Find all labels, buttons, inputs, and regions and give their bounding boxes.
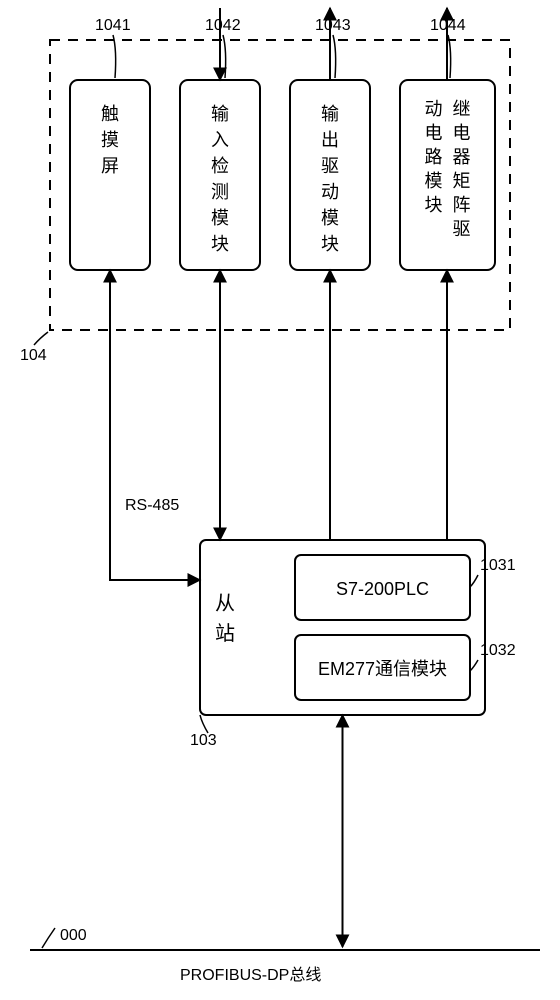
svg-text:摸: 摸 [101, 130, 119, 150]
svg-text:1032: 1032 [480, 642, 516, 659]
svg-text:000: 000 [60, 927, 87, 944]
svg-text:模: 模 [211, 208, 229, 228]
svg-text:检: 检 [211, 156, 229, 176]
svg-text:出: 出 [321, 130, 339, 150]
svg-text:块: 块 [425, 195, 443, 215]
svg-text:1043: 1043 [315, 17, 351, 34]
svg-text:EM277通信模块: EM277通信模块 [318, 659, 447, 679]
svg-text:测: 测 [211, 182, 229, 202]
svg-text:站: 站 [215, 622, 235, 645]
svg-text:RS-485: RS-485 [125, 497, 179, 514]
svg-text:输: 输 [211, 104, 229, 124]
svg-text:路: 路 [425, 147, 443, 167]
svg-text:PROFIBUS-DP总线: PROFIBUS-DP总线 [180, 966, 321, 984]
slave-station-box [200, 540, 485, 715]
svg-text:阵: 阵 [453, 195, 471, 215]
svg-text:1042: 1042 [205, 17, 241, 34]
svg-text:模: 模 [425, 171, 443, 191]
svg-text:矩: 矩 [453, 171, 471, 191]
svg-text:电: 电 [453, 123, 471, 143]
svg-text:从: 从 [215, 593, 235, 615]
svg-text:模: 模 [321, 208, 339, 228]
svg-text:块: 块 [211, 234, 229, 254]
svg-text:1031: 1031 [480, 557, 516, 574]
svg-text:触: 触 [101, 104, 119, 124]
svg-text:驱: 驱 [453, 219, 471, 239]
svg-text:S7-200PLC: S7-200PLC [336, 579, 429, 599]
svg-text:输: 输 [321, 104, 339, 124]
relay-matrix-box [400, 80, 495, 270]
svg-text:器: 器 [453, 147, 471, 167]
svg-text:103: 103 [190, 732, 217, 749]
svg-text:104: 104 [20, 347, 47, 364]
svg-text:块: 块 [321, 234, 339, 254]
svg-text:屏: 屏 [101, 156, 119, 176]
svg-text:动: 动 [425, 99, 443, 119]
svg-text:动: 动 [321, 182, 339, 202]
svg-text:电: 电 [425, 123, 443, 143]
svg-text:驱: 驱 [321, 156, 339, 176]
svg-text:1041: 1041 [95, 17, 131, 34]
svg-text:入: 入 [211, 130, 229, 150]
svg-text:继: 继 [453, 99, 471, 119]
